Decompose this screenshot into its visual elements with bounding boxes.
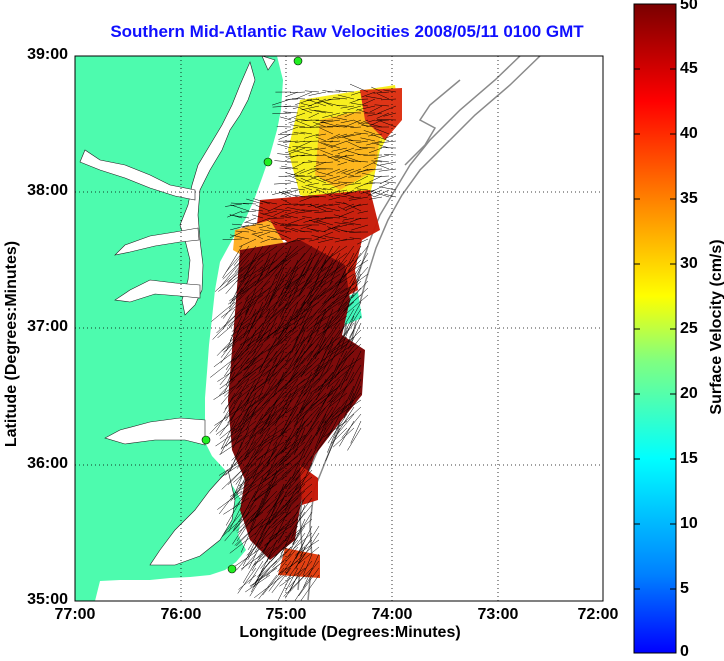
york-james-river	[114, 279, 201, 303]
y-tick-label: 38:00	[27, 182, 68, 199]
y-tick-label: 35:00	[27, 591, 68, 608]
x-tick-label: 74:00	[371, 606, 413, 623]
y-tick-label: 39:00	[27, 46, 68, 63]
chesapeake-bay	[179, 61, 256, 316]
colorbar-tick-label: 40	[680, 125, 698, 142]
map-grid	[75, 56, 603, 601]
colorbar-tick-label: 20	[680, 385, 698, 402]
velocity-vector	[209, 83, 397, 601]
velocity-arrows	[209, 83, 397, 601]
y-axis-label: Latitude (Degrees:Minutes)	[3, 240, 20, 448]
colorbar-tick-label: 45	[680, 60, 698, 77]
albemarle-sound	[104, 417, 206, 446]
x-tick-label: 73:00	[477, 606, 519, 623]
colorbar-tick-label: 5	[680, 580, 689, 597]
plot-frame	[74, 55, 604, 602]
colorbar-tick-label: 25	[680, 320, 698, 337]
colorbar-tick-label: 50	[680, 0, 698, 13]
delaware-bay	[261, 56, 276, 71]
x-axis-label: Longitude (Degrees:Minutes)	[239, 624, 461, 641]
rappahannock-river	[114, 227, 200, 256]
colorbar	[633, 3, 677, 654]
radar-site-marker	[293, 56, 303, 66]
radar-site-marker	[227, 564, 237, 574]
radar-site-marker	[263, 157, 273, 167]
colorbar-tick-label: 10	[680, 515, 698, 532]
x-tick-label: 77:00	[54, 606, 96, 623]
x-tick-label: 75:00	[265, 606, 307, 623]
potomac-river	[79, 149, 196, 201]
colorbar-label: Surface Velocity (cm/s)	[708, 239, 724, 415]
y-tick-label: 37:00	[27, 318, 68, 335]
pamlico-sound	[149, 469, 236, 566]
y-tick-label: 36:00	[27, 455, 68, 472]
x-tick-label: 72:00	[577, 606, 619, 623]
radar-site-marker	[201, 435, 211, 445]
chart-title: Southern Mid-Atlantic Raw Velocities 200…	[110, 22, 584, 41]
colorbar-tick-label: 15	[680, 450, 698, 467]
colorbar-tick-label: 30	[680, 255, 698, 272]
colorbar-ticks	[634, 68, 676, 590]
colorbar-tick-label: 35	[680, 190, 698, 207]
colorbar-tick-label: 0	[680, 643, 689, 660]
x-tick-label: 76:00	[160, 606, 202, 623]
